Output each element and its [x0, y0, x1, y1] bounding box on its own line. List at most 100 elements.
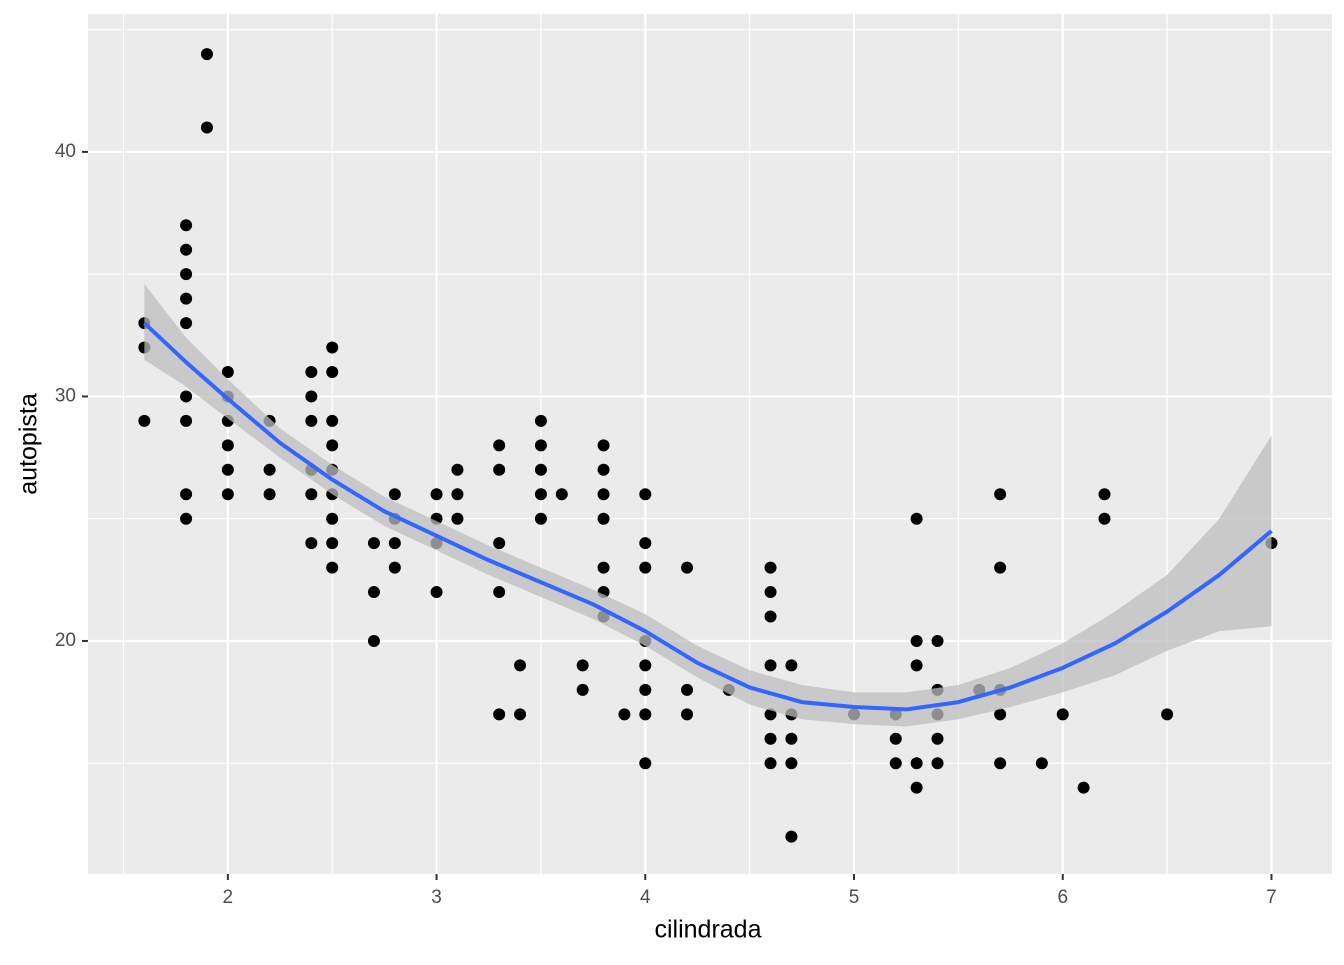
point [931, 732, 944, 745]
point [597, 512, 610, 525]
point [138, 414, 151, 427]
point [180, 219, 193, 232]
point [639, 683, 652, 696]
point [367, 634, 380, 647]
point [639, 537, 652, 550]
point [534, 414, 547, 427]
point [889, 732, 902, 745]
point [534, 512, 547, 525]
point [994, 488, 1007, 501]
point [576, 659, 589, 672]
point [221, 463, 234, 476]
point [326, 365, 339, 378]
point [451, 463, 464, 476]
point [493, 537, 506, 550]
point [1035, 757, 1048, 770]
marks [138, 48, 1278, 843]
x-tick-label: 7 [1266, 887, 1277, 908]
point [180, 414, 193, 427]
smooth-line [142, 321, 1273, 712]
point [493, 708, 506, 721]
point [1161, 708, 1174, 721]
point [263, 463, 276, 476]
point [681, 683, 694, 696]
point [514, 708, 527, 721]
point [221, 365, 234, 378]
point [618, 708, 631, 721]
confidence-band [144, 283, 1272, 727]
point [305, 365, 318, 378]
point [764, 586, 777, 599]
point [200, 48, 213, 61]
x-tick-label: 2 [223, 887, 234, 908]
point [200, 121, 213, 134]
point [597, 561, 610, 574]
point [430, 586, 443, 599]
point [994, 708, 1007, 721]
point [305, 414, 318, 427]
point [994, 561, 1007, 574]
point [326, 439, 339, 452]
point [367, 537, 380, 550]
point [764, 561, 777, 574]
point [430, 488, 443, 501]
point [910, 781, 923, 794]
point [180, 268, 193, 281]
point [326, 414, 339, 427]
point [305, 488, 318, 501]
point [1077, 781, 1090, 794]
point [764, 708, 777, 721]
point [681, 708, 694, 721]
point [597, 439, 610, 452]
point [263, 488, 276, 501]
point [534, 463, 547, 476]
x-tick-label: 3 [431, 887, 442, 908]
point [451, 488, 464, 501]
point [305, 390, 318, 403]
x-tick-label: 5 [849, 887, 860, 908]
point [388, 561, 401, 574]
point [597, 488, 610, 501]
point [326, 561, 339, 574]
point [639, 488, 652, 501]
x-tick-label: 6 [1057, 887, 1068, 908]
x-axis-title: cilindrada [654, 916, 761, 944]
point [576, 683, 589, 696]
point [555, 488, 568, 501]
point [221, 488, 234, 501]
point [910, 634, 923, 647]
point [764, 610, 777, 623]
point [597, 463, 610, 476]
y-axis-title: autopista [15, 393, 43, 495]
point [514, 659, 527, 672]
point [180, 488, 193, 501]
point [180, 292, 193, 305]
point [326, 537, 339, 550]
point [534, 439, 547, 452]
point [764, 757, 777, 770]
point [493, 439, 506, 452]
point [639, 708, 652, 721]
point [889, 757, 902, 770]
point [326, 512, 339, 525]
point [305, 537, 318, 550]
point [388, 537, 401, 550]
point [493, 586, 506, 599]
point [994, 757, 1007, 770]
x-tick-label: 4 [640, 887, 651, 908]
point [326, 341, 339, 354]
point [785, 757, 798, 770]
point [639, 659, 652, 672]
y-tick-label: 20 [55, 630, 76, 651]
point [910, 659, 923, 672]
point [180, 243, 193, 256]
point [681, 561, 694, 574]
point [1098, 512, 1111, 525]
point [1098, 488, 1111, 501]
point [639, 757, 652, 770]
point [931, 634, 944, 647]
point [785, 830, 798, 843]
point [1056, 708, 1069, 721]
point [785, 659, 798, 672]
